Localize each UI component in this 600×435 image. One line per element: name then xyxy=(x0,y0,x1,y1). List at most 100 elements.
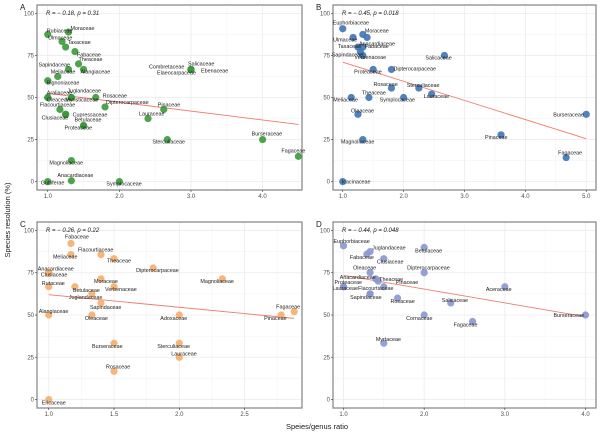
point-label: Adoxaceae xyxy=(160,316,187,322)
data-point xyxy=(149,264,157,272)
data-point xyxy=(67,177,75,185)
x-tick-label: 3.0 xyxy=(460,194,469,200)
panel-letter: D xyxy=(316,220,322,229)
panel-letter: C xyxy=(20,220,26,229)
y-tick-label: 0 xyxy=(31,180,35,186)
data-point xyxy=(44,30,52,39)
point-label: Lauraceae xyxy=(171,351,196,357)
point-label: Sterculiaceae xyxy=(152,140,185,146)
data-point xyxy=(366,290,374,298)
x-tick-label: 1.0 xyxy=(339,194,348,200)
point-label: Moraceae xyxy=(71,26,95,32)
data-point xyxy=(56,105,64,114)
point-label: Oleaceae xyxy=(85,316,108,322)
data-point xyxy=(175,353,183,361)
y-tick-label: 0 xyxy=(327,180,331,186)
data-point xyxy=(369,65,377,74)
data-point xyxy=(447,299,455,307)
point-label: Fabaceae xyxy=(77,53,101,59)
data-point xyxy=(88,290,96,298)
point-label: Taxaceae xyxy=(68,40,91,46)
point-label: Dipterocarpaceae xyxy=(106,100,149,106)
point-label: Fabaceae xyxy=(350,255,374,261)
point-label: Icacinaceae xyxy=(342,180,371,186)
data-point xyxy=(62,110,70,118)
data-point xyxy=(393,294,402,302)
point-label: Ebenaceae xyxy=(201,68,228,74)
y-tick-label: 50 xyxy=(27,96,34,102)
data-point xyxy=(71,283,79,291)
y-axis-title: Species resolution (%) xyxy=(3,182,12,258)
point-label: Myristicaceae xyxy=(65,98,98,104)
y-tick-label: 75 xyxy=(27,53,34,59)
data-point xyxy=(71,47,79,56)
point-label: Magnoliaceae xyxy=(341,140,375,146)
point-label: Oleaceae xyxy=(353,266,376,272)
data-point xyxy=(415,84,423,92)
data-point xyxy=(440,51,449,60)
data-point xyxy=(58,37,66,46)
panel-letter: A xyxy=(20,3,26,12)
y-tick-label: 100 xyxy=(24,228,35,234)
point-label: Guttiferae xyxy=(41,181,65,187)
data-point xyxy=(79,65,88,74)
data-point xyxy=(62,43,70,51)
data-point xyxy=(97,299,105,307)
point-label: Moraceae xyxy=(94,279,118,285)
point-label: Ulmaceae xyxy=(333,37,357,43)
y-tick-label: 25 xyxy=(323,355,330,361)
data-point xyxy=(354,110,362,118)
data-point xyxy=(45,283,53,291)
data-point xyxy=(339,242,348,250)
point-label: Fabaceae xyxy=(365,44,389,50)
point-label: Fabaceae xyxy=(65,234,89,240)
data-point xyxy=(175,311,183,319)
data-point xyxy=(67,156,75,165)
point-label: Ulmaceae xyxy=(48,35,72,41)
point-label: Ericaceae xyxy=(42,401,66,407)
point-label: Cornaceae xyxy=(406,316,432,322)
data-point xyxy=(67,239,75,248)
point-label: Clusiaceae xyxy=(377,260,404,266)
point-label: Aceraceae xyxy=(486,287,512,293)
point-label: Lauraceae xyxy=(139,112,164,118)
data-point xyxy=(380,283,388,291)
data-point xyxy=(110,255,118,263)
y-tick-label: 75 xyxy=(323,53,330,59)
point-label: Sterculiaceae xyxy=(407,83,440,89)
x-tick-label: 2.0 xyxy=(175,412,184,418)
point-label: Juglandaceae xyxy=(372,246,406,252)
data-point xyxy=(67,251,75,259)
point-label: Moraceae xyxy=(365,28,389,34)
panel-d: 0 25 50 75 100 1.0 2.0 3.0 4.0 D R = − 0.44, p = 0… xyxy=(316,220,597,418)
data-point xyxy=(92,93,100,102)
point-label: Oleaceae xyxy=(351,108,374,114)
data-point xyxy=(365,93,373,102)
y-tick-label: 25 xyxy=(27,355,34,361)
data-point xyxy=(110,283,118,291)
data-point xyxy=(363,250,371,258)
x-tick-label: 4.0 xyxy=(258,194,267,200)
data-point xyxy=(359,135,367,144)
data-point xyxy=(115,177,123,186)
point-label: Alangiaceae xyxy=(39,309,69,315)
x-tick-label: 5.0 xyxy=(582,194,591,200)
x-tick-label: 1.0 xyxy=(339,412,348,418)
point-label: Fagaceae xyxy=(276,305,300,311)
correlation-stat: R = − 0.44, p = 0.048 xyxy=(342,228,399,234)
data-point xyxy=(88,311,96,319)
point-label: Bignoniaceae xyxy=(47,81,80,87)
point-label: Theaceae xyxy=(362,91,386,97)
point-label: Anacardiaceae xyxy=(57,173,93,179)
point-label: Dipterocarpaceae xyxy=(136,268,179,274)
point-label: Myrtaceae xyxy=(376,337,401,343)
point-label: Fagaceae xyxy=(558,151,582,157)
point-label: Anacardiaceae xyxy=(340,275,376,281)
point-label: Alangiaceae xyxy=(81,69,111,75)
data-point xyxy=(290,308,298,316)
data-point xyxy=(380,255,388,263)
point-label: Flacourtiaceae xyxy=(78,248,113,254)
data-point xyxy=(218,275,226,283)
point-label: Sapindaceae xyxy=(350,295,381,301)
